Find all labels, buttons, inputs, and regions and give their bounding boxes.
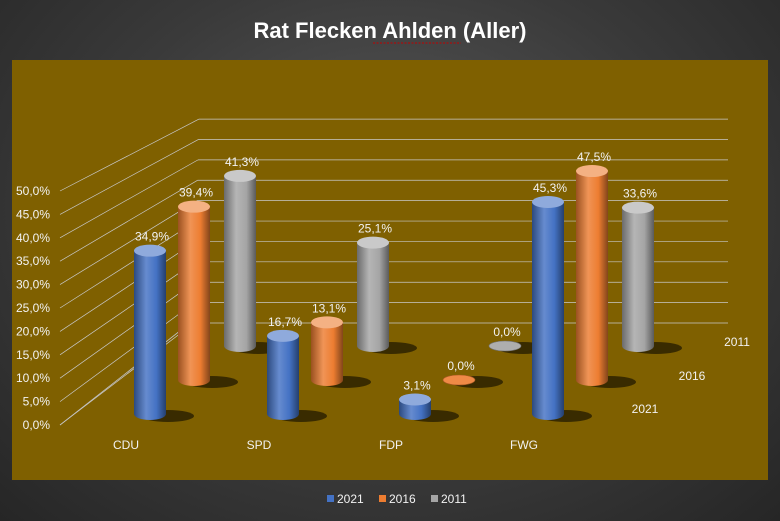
bar-top-2016-FWG [576,165,608,178]
gridline-side [59,118,200,192]
legend-swatch-2011 [431,495,438,502]
bar-top-2011-CDU [224,169,256,182]
gridline-side [59,241,197,332]
bar-2016-CDU [178,206,210,386]
bar-2011-FWG [622,207,654,352]
y-tick-label: 0,0% [23,418,51,432]
bar-top-2011-SPD [357,236,389,249]
category-label-SPD: SPD [247,438,272,452]
bar-2021-CDU [134,250,166,420]
legend-swatch-2021 [327,495,334,502]
bar-top-2021-CDU [134,244,166,257]
bar-top-2011-FWG [622,201,654,214]
gridline-side [59,159,199,239]
legend-label-2021: 2021 [337,492,364,506]
plot-area [12,60,768,480]
data-label-2011-FWG: 33,6% [623,187,657,201]
bar-top-2021-FWG [532,195,564,208]
y-tick-label: 50,0% [16,184,50,198]
bar-2016-SPD [311,322,343,386]
category-label-FDP: FDP [379,438,403,452]
floor-edge-left [59,322,191,426]
legend-swatch-2016 [379,495,386,502]
gridline-side [59,139,199,215]
bar-top-2021-SPD [267,329,299,342]
chart-floor [12,60,768,480]
data-label-2016-CDU: 39,4% [179,186,213,200]
data-label-2021-FWG: 45,3% [533,181,567,195]
data-label-2016-FDP: 0,0% [447,359,475,373]
data-label-2011-SPD: 25,1% [358,222,392,236]
bar-2011-FDP [488,340,522,352]
y-tick-label: 20,0% [16,324,50,338]
depth-label-2016: 2016 [679,369,706,383]
y-tick-label: 25,0% [16,301,50,315]
legend-label-2011: 2011 [441,492,467,506]
bar-2021-FWG [532,201,564,420]
y-tick-label: 15,0% [16,348,50,362]
gridline-side [59,322,195,426]
gridline-side [59,281,196,379]
data-label-2021-FDP: 3,1% [403,378,431,392]
bar-2011-SPD [357,242,389,352]
gridline-side [59,302,195,402]
legend: 2021 2016 2011 [327,492,467,506]
gridline-side [59,220,197,309]
data-label-2016-SPD: 13,1% [312,301,346,315]
bars [134,165,682,422]
chart-title: Rat Flecken Ahlden (Aller) [253,18,526,43]
bar-2016-FDP [442,374,476,386]
bar-2011-CDU [224,175,256,352]
y-tick-label: 30,0% [16,278,50,292]
gridline-side [59,200,198,285]
y-tick-label: 35,0% [16,254,50,268]
data-label-2021-SPD: 16,7% [268,315,302,329]
y-tick-label: 5,0% [23,395,51,409]
legend-label-2016: 2016 [389,492,416,506]
bar-2016-FWG [576,171,608,386]
data-label-2011-CDU: 41,3% [225,155,259,169]
category-label-FWG: FWG [510,438,538,452]
labels: 0,0% 5,0% 10,0% 15,0% 20,0% 25,0% 30,0% 35,0% 40… [16,150,750,452]
data-label-2016-FWG: 47,5% [577,150,611,164]
gridline-side [59,261,196,356]
data-label-2021-CDU: 34,9% [135,230,169,244]
category-label-CDU: CDU [113,438,139,452]
y-tick-label: 10,0% [16,371,50,385]
y-tick-label: 45,0% [16,207,50,221]
depth-label-2011: 2011 [724,335,750,349]
bar-top-2021-FDP [399,393,431,406]
bar-2021-SPD [267,335,299,420]
bar-top-2016-SPD [311,316,343,329]
gridline-side [59,179,198,262]
data-label-2011-FDP: 0,0% [493,325,521,339]
y-tick-label: 40,0% [16,231,50,245]
bar-top-2016-CDU [178,200,210,213]
depth-label-2021: 2021 [632,402,659,416]
